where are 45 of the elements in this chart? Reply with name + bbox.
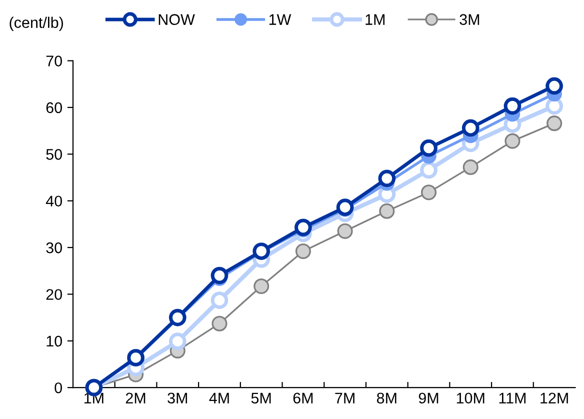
point — [210, 266, 228, 284]
point — [379, 203, 395, 219]
point — [546, 97, 563, 115]
y-tick-label: 60 — [46, 102, 62, 114]
point — [546, 77, 563, 95]
legend-label: 3M — [460, 14, 480, 25]
x-tick-label: 10M — [456, 392, 484, 404]
x-tick-label: 5M — [251, 392, 271, 404]
point — [420, 139, 438, 157]
y-tick-label: 30 — [46, 242, 62, 254]
legend-label: NOW — [158, 14, 195, 25]
point — [295, 243, 311, 260]
point — [546, 116, 562, 132]
point — [378, 170, 396, 188]
y-tick-label: 10 — [46, 336, 62, 347]
point — [504, 133, 520, 149]
point — [294, 218, 312, 236]
point — [504, 97, 522, 115]
legend-label: 1W — [269, 14, 292, 25]
point — [210, 292, 228, 309]
x-tick-label: 2M — [126, 392, 146, 404]
x-tick-label: 6M — [293, 392, 313, 404]
x-tick-label: 11M — [499, 392, 526, 404]
x-tick-label: 9M — [418, 392, 438, 404]
y-tick-label: 20 — [46, 289, 62, 300]
point — [462, 119, 480, 137]
point — [168, 332, 186, 350]
legend-label: 1M — [366, 14, 384, 25]
point — [420, 184, 437, 200]
point — [212, 316, 228, 332]
y-axis-title: (cent/lb) — [10, 16, 63, 31]
x-tick-label: 7M — [335, 392, 354, 404]
point — [254, 278, 270, 294]
y-tick-label: 0 — [54, 382, 62, 394]
point — [337, 223, 353, 239]
point — [462, 159, 478, 175]
y-tick-label: 50 — [46, 149, 62, 160]
x-tick-label: 8M — [376, 392, 396, 404]
x-tick-label: 4M — [209, 392, 229, 404]
y-tick-label: 70 — [46, 56, 62, 66]
point — [420, 161, 438, 179]
y-tick-label: 40 — [46, 196, 62, 207]
x-tick-label: 12M — [540, 392, 568, 404]
point — [336, 198, 354, 216]
x-tick-label: 3M — [168, 392, 187, 404]
